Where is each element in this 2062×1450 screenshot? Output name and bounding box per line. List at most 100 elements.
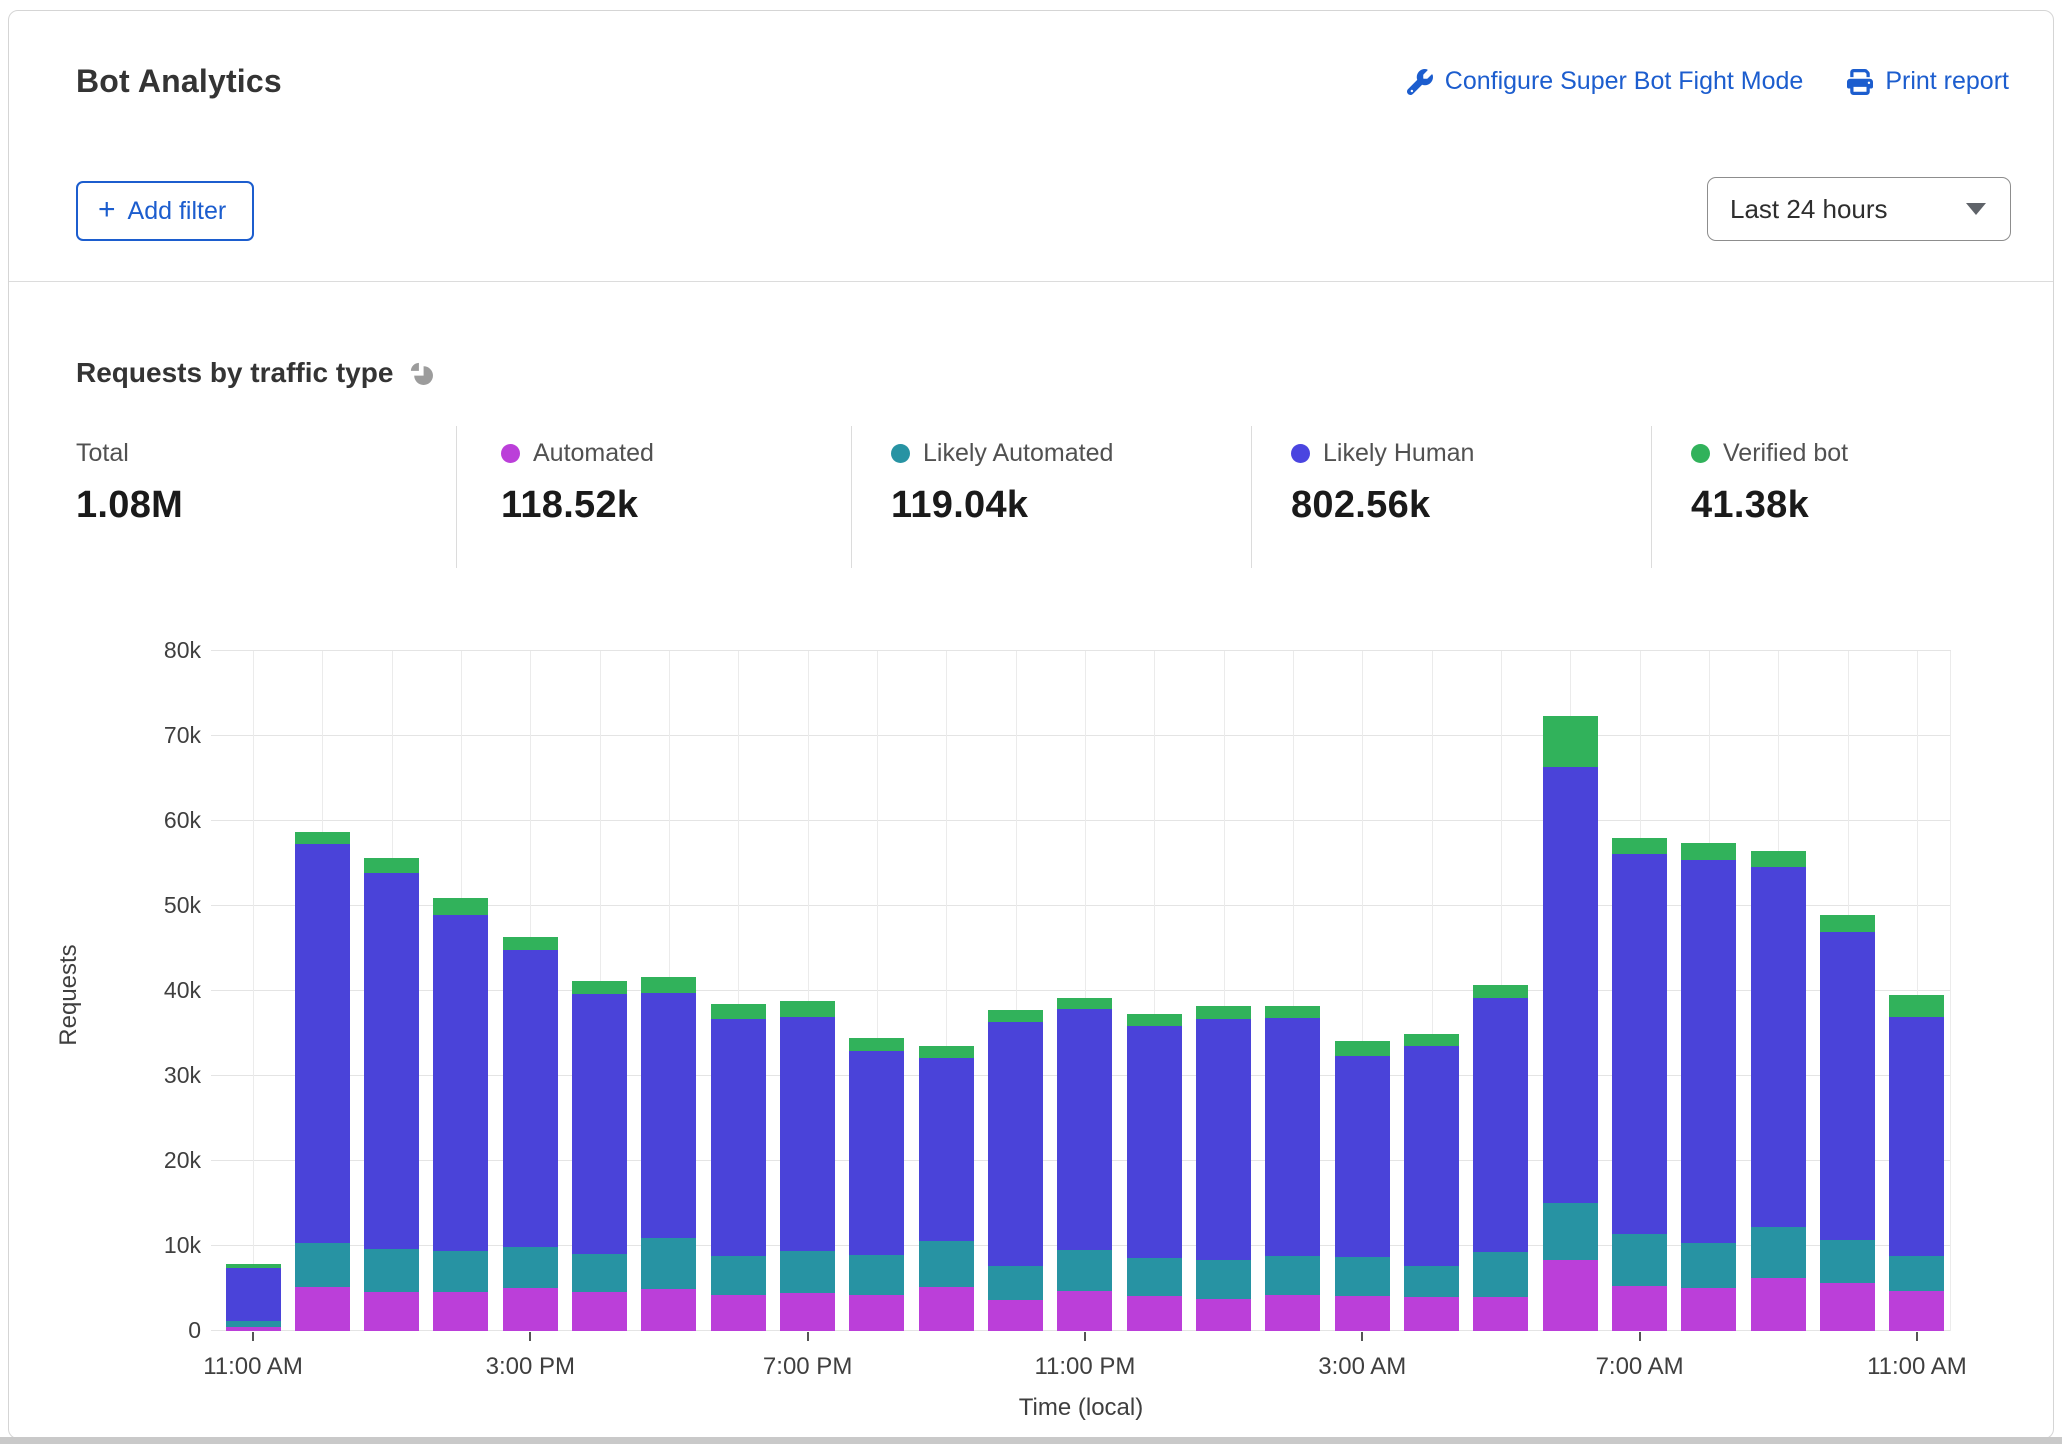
bar-3-00-am[interactable] xyxy=(1335,1041,1390,1331)
bar-segment-verified-bot[interactable] xyxy=(572,981,627,994)
bar-segment-verified-bot[interactable] xyxy=(919,1046,974,1058)
bar-segment-verified-bot[interactable] xyxy=(1681,843,1736,860)
bar-segment-likely-automated[interactable] xyxy=(364,1249,419,1292)
bar-segment-likely-human[interactable] xyxy=(780,1017,835,1252)
bar-segment-automated[interactable] xyxy=(1265,1295,1320,1331)
bar-segment-likely-human[interactable] xyxy=(1473,998,1528,1252)
bar-10-00-pm[interactable] xyxy=(988,1010,1043,1331)
bar-segment-automated[interactable] xyxy=(1404,1297,1459,1331)
bar-segment-automated[interactable] xyxy=(1057,1291,1112,1331)
bar-segment-likely-automated[interactable] xyxy=(711,1256,766,1295)
bar-segment-verified-bot[interactable] xyxy=(1473,985,1528,998)
bar-segment-verified-bot[interactable] xyxy=(1127,1014,1182,1026)
bar-segment-verified-bot[interactable] xyxy=(1889,995,1944,1017)
bar-5-00-pm[interactable] xyxy=(641,977,696,1331)
bar-segment-verified-bot[interactable] xyxy=(988,1010,1043,1022)
bar-11-00-pm[interactable] xyxy=(1057,998,1112,1331)
bar-segment-automated[interactable] xyxy=(1543,1260,1598,1331)
bar-segment-likely-automated[interactable] xyxy=(1543,1203,1598,1261)
bar-segment-verified-bot[interactable] xyxy=(503,937,558,950)
bar-segment-likely-human[interactable] xyxy=(1889,1017,1944,1256)
bar-segment-automated[interactable] xyxy=(919,1287,974,1331)
bar-9-00-pm[interactable] xyxy=(919,1046,974,1331)
bar-segment-automated[interactable] xyxy=(780,1293,835,1331)
bar-segment-likely-human[interactable] xyxy=(1057,1009,1112,1250)
bar-segment-verified-bot[interactable] xyxy=(641,977,696,993)
bar-segment-likely-automated[interactable] xyxy=(572,1254,627,1292)
bar-segment-likely-automated[interactable] xyxy=(1612,1234,1667,1286)
bar-segment-likely-automated[interactable] xyxy=(1265,1256,1320,1295)
bar-4-00-pm[interactable] xyxy=(572,981,627,1331)
bar-segment-verified-bot[interactable] xyxy=(1057,998,1112,1009)
bar-segment-automated[interactable] xyxy=(1473,1297,1528,1331)
bar-segment-automated[interactable] xyxy=(641,1289,696,1332)
bar-segment-likely-human[interactable] xyxy=(295,844,350,1243)
bar-segment-automated[interactable] xyxy=(572,1292,627,1331)
bar-segment-verified-bot[interactable] xyxy=(1404,1034,1459,1046)
bar-segment-automated[interactable] xyxy=(1612,1286,1667,1331)
bar-segment-automated[interactable] xyxy=(1196,1299,1251,1331)
bar-10-00-am[interactable] xyxy=(1820,915,1875,1331)
bar-segment-verified-bot[interactable] xyxy=(1265,1006,1320,1018)
bar-segment-verified-bot[interactable] xyxy=(1612,838,1667,854)
bar-segment-likely-human[interactable] xyxy=(711,1019,766,1256)
bar-segment-likely-automated[interactable] xyxy=(1889,1256,1944,1291)
bar-4-00-am[interactable] xyxy=(1404,1034,1459,1331)
bar-segment-likely-automated[interactable] xyxy=(919,1241,974,1287)
bar-8-00-pm[interactable] xyxy=(849,1038,904,1331)
bar-segment-likely-automated[interactable] xyxy=(1335,1257,1390,1296)
bar-segment-likely-automated[interactable] xyxy=(1820,1240,1875,1283)
bar-segment-likely-automated[interactable] xyxy=(433,1251,488,1292)
bar-segment-likely-human[interactable] xyxy=(641,993,696,1239)
bar-segment-likely-human[interactable] xyxy=(849,1051,904,1254)
bar-segment-likely-human[interactable] xyxy=(572,994,627,1254)
bar-segment-likely-human[interactable] xyxy=(226,1268,281,1321)
bar-segment-likely-automated[interactable] xyxy=(641,1238,696,1288)
bar-segment-verified-bot[interactable] xyxy=(780,1001,835,1016)
bar-segment-automated[interactable] xyxy=(1820,1283,1875,1331)
bar-segment-verified-bot[interactable] xyxy=(364,858,419,873)
bar-6-00-pm[interactable] xyxy=(711,1004,766,1331)
bar-segment-automated[interactable] xyxy=(988,1300,1043,1331)
bar-segment-verified-bot[interactable] xyxy=(295,832,350,844)
bar-segment-likely-human[interactable] xyxy=(988,1022,1043,1266)
bar-12-00-pm[interactable] xyxy=(295,832,350,1331)
bar-segment-automated[interactable] xyxy=(295,1287,350,1331)
bar-segment-automated[interactable] xyxy=(1889,1291,1944,1331)
bar-segment-likely-automated[interactable] xyxy=(1057,1250,1112,1291)
bar-11-00-am[interactable] xyxy=(1889,995,1944,1331)
bar-segment-likely-human[interactable] xyxy=(364,873,419,1250)
bar-segment-likely-automated[interactable] xyxy=(1473,1252,1528,1297)
bar-segment-automated[interactable] xyxy=(433,1292,488,1331)
bar-segment-likely-automated[interactable] xyxy=(295,1243,350,1287)
bar-1-00-pm[interactable] xyxy=(364,858,419,1331)
bar-segment-automated[interactable] xyxy=(364,1292,419,1331)
bar-segment-automated[interactable] xyxy=(1681,1288,1736,1331)
bar-segment-verified-bot[interactable] xyxy=(1196,1006,1251,1019)
bar-segment-likely-human[interactable] xyxy=(1751,867,1806,1227)
bar-2-00-pm[interactable] xyxy=(433,898,488,1332)
bar-segment-likely-human[interactable] xyxy=(1335,1056,1390,1257)
bar-5-00-am[interactable] xyxy=(1473,985,1528,1331)
bar-segment-likely-automated[interactable] xyxy=(988,1266,1043,1301)
bar-segment-automated[interactable] xyxy=(503,1288,558,1331)
bar-2-00-am[interactable] xyxy=(1265,1006,1320,1331)
bar-segment-automated[interactable] xyxy=(711,1295,766,1331)
bar-3-00-pm[interactable] xyxy=(503,937,558,1331)
bar-11-00-am[interactable] xyxy=(226,1264,281,1331)
bar-segment-likely-human[interactable] xyxy=(1681,860,1736,1243)
bar-segment-automated[interactable] xyxy=(226,1327,281,1331)
bar-segment-likely-automated[interactable] xyxy=(1127,1258,1182,1296)
bar-segment-verified-bot[interactable] xyxy=(1335,1041,1390,1055)
bar-segment-likely-human[interactable] xyxy=(1127,1026,1182,1258)
bar-segment-likely-human[interactable] xyxy=(1404,1046,1459,1266)
bar-segment-likely-automated[interactable] xyxy=(1751,1227,1806,1278)
bar-segment-likely-human[interactable] xyxy=(1820,932,1875,1240)
bar-segment-likely-human[interactable] xyxy=(1265,1018,1320,1256)
bar-segment-likely-human[interactable] xyxy=(1543,767,1598,1202)
bar-7-00-am[interactable] xyxy=(1612,838,1667,1331)
bar-7-00-pm[interactable] xyxy=(780,1001,835,1331)
bar-segment-verified-bot[interactable] xyxy=(433,898,488,915)
bar-segment-likely-human[interactable] xyxy=(503,950,558,1247)
bar-segment-likely-automated[interactable] xyxy=(1681,1243,1736,1288)
